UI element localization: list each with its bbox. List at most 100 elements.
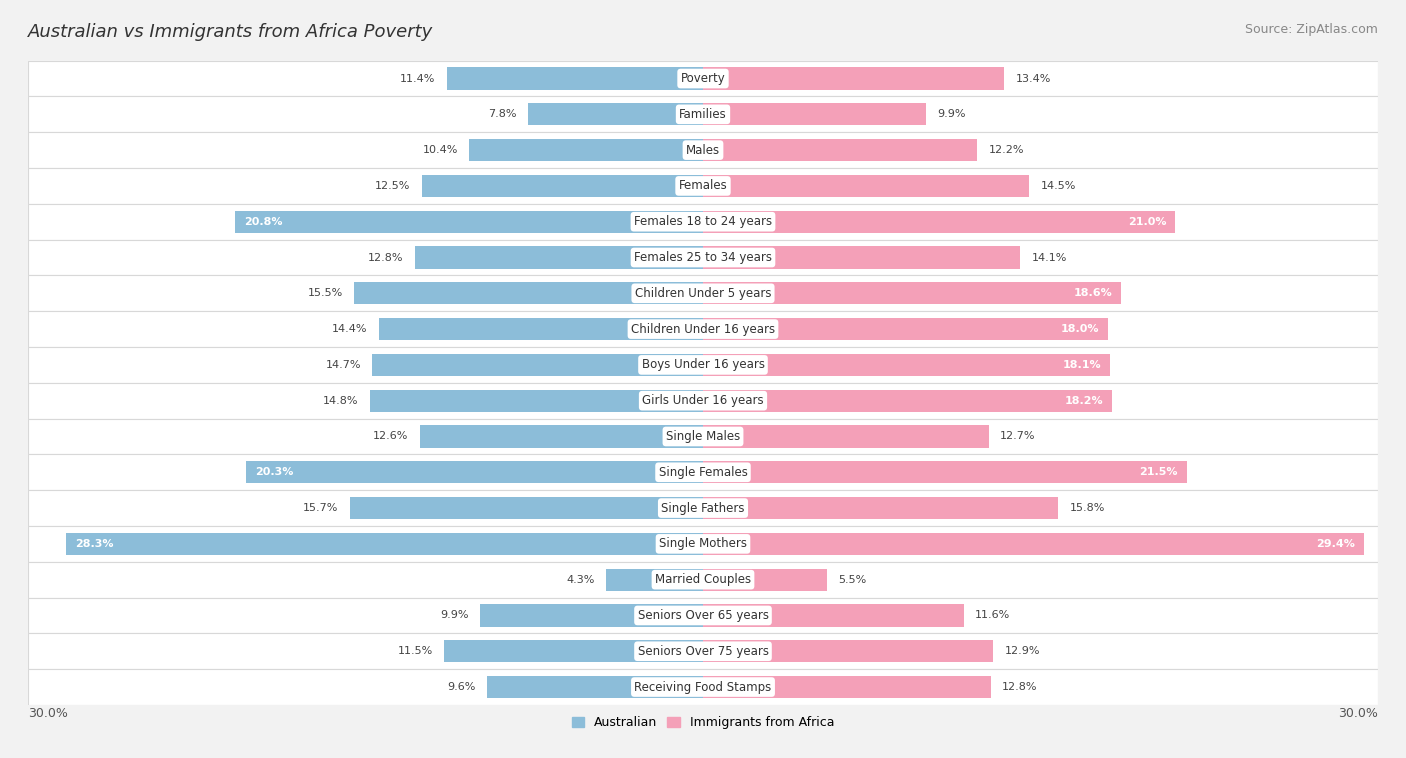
Text: 9.9%: 9.9% <box>440 610 470 621</box>
Bar <box>28 240 1378 275</box>
Bar <box>703 354 1111 376</box>
Text: 11.4%: 11.4% <box>399 74 436 83</box>
Text: 12.9%: 12.9% <box>1004 647 1040 656</box>
Text: 12.5%: 12.5% <box>375 181 411 191</box>
Bar <box>703 282 1122 305</box>
Bar <box>28 669 1378 705</box>
Text: 13.4%: 13.4% <box>1015 74 1052 83</box>
Bar <box>444 641 703 662</box>
Bar <box>28 96 1378 132</box>
Bar <box>370 390 703 412</box>
Text: 14.8%: 14.8% <box>323 396 359 406</box>
Bar <box>703 103 925 125</box>
Bar <box>606 568 703 590</box>
Bar <box>28 383 1378 418</box>
Bar <box>703 497 1059 519</box>
Text: 29.4%: 29.4% <box>1316 539 1355 549</box>
Text: Married Couples: Married Couples <box>655 573 751 586</box>
Text: Source: ZipAtlas.com: Source: ZipAtlas.com <box>1244 23 1378 36</box>
Text: Poverty: Poverty <box>681 72 725 85</box>
Text: 15.7%: 15.7% <box>304 503 339 513</box>
Bar <box>703 568 827 590</box>
Bar <box>28 454 1378 490</box>
Text: 18.6%: 18.6% <box>1074 288 1112 299</box>
Bar <box>703 641 993 662</box>
Text: 9.9%: 9.9% <box>936 109 966 119</box>
Text: Seniors Over 75 years: Seniors Over 75 years <box>637 645 769 658</box>
Bar <box>703 318 1108 340</box>
Text: Boys Under 16 years: Boys Under 16 years <box>641 359 765 371</box>
Text: 14.7%: 14.7% <box>326 360 361 370</box>
Bar <box>66 533 703 555</box>
Text: 4.3%: 4.3% <box>567 575 595 584</box>
Bar <box>28 597 1378 634</box>
Bar <box>422 175 703 197</box>
Bar <box>486 676 703 698</box>
Bar <box>703 425 988 447</box>
Text: 18.1%: 18.1% <box>1063 360 1101 370</box>
Text: 12.2%: 12.2% <box>988 145 1024 155</box>
Text: Single Males: Single Males <box>666 430 740 443</box>
Text: 18.2%: 18.2% <box>1064 396 1104 406</box>
Bar <box>235 211 703 233</box>
Bar <box>28 312 1378 347</box>
Legend: Australian, Immigrants from Africa: Australian, Immigrants from Africa <box>567 711 839 735</box>
Bar <box>703 461 1187 484</box>
Text: 20.3%: 20.3% <box>256 467 294 478</box>
Text: 12.8%: 12.8% <box>368 252 404 262</box>
Text: 30.0%: 30.0% <box>1339 706 1378 720</box>
Text: Females 25 to 34 years: Females 25 to 34 years <box>634 251 772 264</box>
Bar <box>28 61 1378 96</box>
Text: 28.3%: 28.3% <box>76 539 114 549</box>
Text: Males: Males <box>686 143 720 157</box>
Text: 18.0%: 18.0% <box>1060 324 1099 334</box>
Text: 15.5%: 15.5% <box>308 288 343 299</box>
Text: 11.6%: 11.6% <box>976 610 1011 621</box>
Bar <box>481 604 703 627</box>
Bar <box>28 490 1378 526</box>
Bar <box>28 132 1378 168</box>
Bar <box>703 211 1175 233</box>
Text: Seniors Over 65 years: Seniors Over 65 years <box>637 609 769 622</box>
Text: Australian vs Immigrants from Africa Poverty: Australian vs Immigrants from Africa Pov… <box>28 23 433 41</box>
Bar <box>703 390 1112 412</box>
Bar <box>703 246 1021 268</box>
Text: 14.5%: 14.5% <box>1040 181 1076 191</box>
Text: Females 18 to 24 years: Females 18 to 24 years <box>634 215 772 228</box>
Text: 9.6%: 9.6% <box>447 682 475 692</box>
Text: 14.4%: 14.4% <box>332 324 368 334</box>
Bar <box>415 246 703 268</box>
Bar <box>703 67 1004 89</box>
Text: 21.0%: 21.0% <box>1128 217 1167 227</box>
Text: Girls Under 16 years: Girls Under 16 years <box>643 394 763 407</box>
Bar <box>527 103 703 125</box>
Text: 10.4%: 10.4% <box>422 145 458 155</box>
Bar <box>354 282 703 305</box>
Text: 12.8%: 12.8% <box>1002 682 1038 692</box>
Bar <box>419 425 703 447</box>
Bar <box>470 139 703 161</box>
Bar <box>447 67 703 89</box>
Bar <box>703 139 977 161</box>
Bar <box>703 604 965 627</box>
Text: Single Mothers: Single Mothers <box>659 537 747 550</box>
Text: Receiving Food Stamps: Receiving Food Stamps <box>634 681 772 694</box>
Text: 15.8%: 15.8% <box>1070 503 1105 513</box>
Bar <box>703 676 991 698</box>
Bar <box>350 497 703 519</box>
Text: 12.7%: 12.7% <box>1000 431 1035 441</box>
Bar <box>28 347 1378 383</box>
Text: Single Females: Single Females <box>658 465 748 479</box>
Text: Children Under 16 years: Children Under 16 years <box>631 323 775 336</box>
Text: Families: Families <box>679 108 727 121</box>
Text: Single Fathers: Single Fathers <box>661 502 745 515</box>
Bar <box>373 354 703 376</box>
Bar <box>28 526 1378 562</box>
Text: 30.0%: 30.0% <box>28 706 67 720</box>
Bar <box>246 461 703 484</box>
Text: 12.6%: 12.6% <box>373 431 408 441</box>
Bar <box>703 533 1364 555</box>
Text: 5.5%: 5.5% <box>838 575 866 584</box>
Bar <box>28 168 1378 204</box>
Text: 7.8%: 7.8% <box>488 109 516 119</box>
